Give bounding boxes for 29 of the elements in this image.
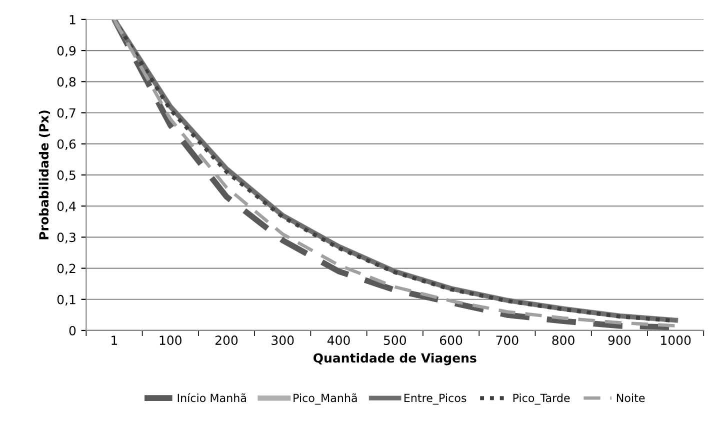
y-axis-title: Probabilidade (Px) (38, 110, 50, 240)
y-tick-label: 0,1 (57, 294, 76, 306)
x-tick-label: 500 (384, 336, 406, 346)
y-tick-label: 0,2 (57, 264, 76, 274)
x-tick-label: 400 (327, 336, 350, 346)
y-tick-label: 0,5 (57, 170, 76, 182)
x-tick-label: 600 (440, 336, 462, 346)
y-tick-label: 0,9 (57, 46, 76, 57)
legend-label: Noite (616, 394, 645, 402)
x-tick-label: 100 (160, 336, 182, 346)
x-tick-label: 1 (112, 336, 118, 345)
x-tick-label: 900 (608, 336, 631, 346)
y-tick-label: 0,4 (57, 202, 76, 212)
legend-label: Pico_Tarde (513, 394, 570, 405)
x-tick-label: 1000 (661, 336, 691, 346)
y-tick-label: 1 (70, 15, 76, 24)
legend-label: Início Manhã (178, 393, 246, 402)
x-axis-title: Quantidade de Viagens (314, 352, 476, 366)
legend-label: Pico_Manhã (294, 393, 357, 405)
x-tick-label: 200 (215, 336, 238, 346)
legend-label: Entre_Picos (404, 394, 466, 405)
y-tick-label: 0,8 (57, 77, 76, 88)
x-tick-label: 800 (552, 336, 574, 346)
x-tick-label: 700 (496, 336, 518, 346)
y-tick-label: 0 (69, 326, 76, 336)
y-tick-label: 0,6 (57, 139, 76, 150)
y-tick-label: 0,3 (57, 232, 76, 244)
x-tick-label: 300 (272, 336, 294, 346)
y-tick-label: 0,7 (57, 108, 76, 119)
